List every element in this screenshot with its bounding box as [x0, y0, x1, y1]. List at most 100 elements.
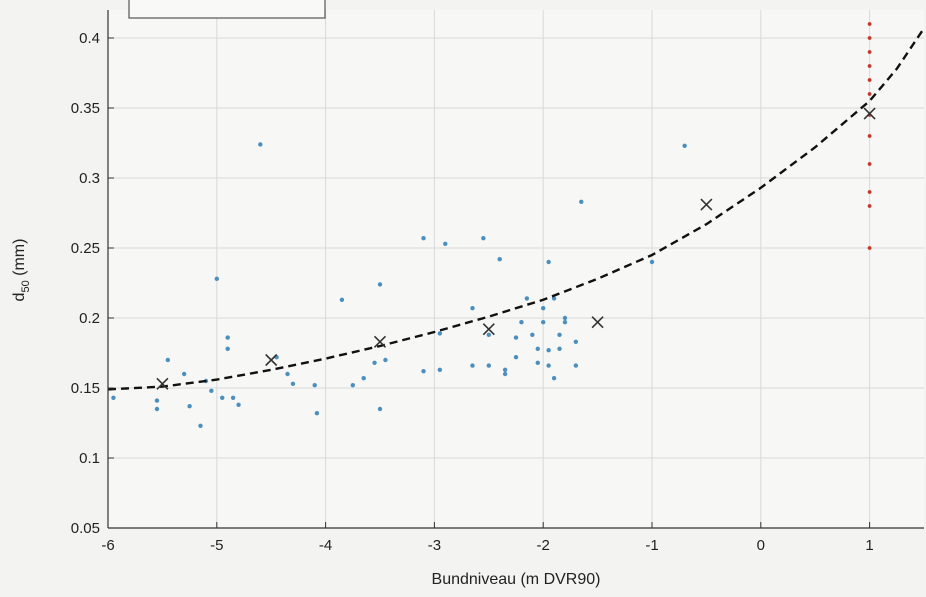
sample-point: [541, 306, 546, 311]
sample-point: [209, 388, 214, 393]
mean-marker: [482, 323, 495, 336]
legend: [128, 0, 326, 19]
sample-point: [377, 282, 383, 287]
y-tick-label: 0.25: [71, 240, 100, 257]
sample-point: [519, 320, 524, 325]
sample-point: [181, 371, 187, 377]
mean-marker: [156, 377, 169, 390]
x-tick-label: 1: [865, 537, 873, 554]
x-tick-label: -5: [210, 537, 223, 554]
sample-point: [535, 346, 540, 351]
sample-point: [513, 355, 519, 360]
sample-point: [562, 320, 568, 325]
y-tick-label: 0.35: [71, 100, 100, 117]
sample-point: [470, 363, 475, 368]
sample-point: [573, 363, 579, 368]
mean-marker: [591, 316, 604, 329]
mean-marker: [700, 198, 713, 211]
sample-point: [111, 395, 116, 400]
sample-point: [258, 142, 263, 147]
level-point: [867, 78, 872, 82]
grid: [107, 10, 924, 529]
sample-point: [377, 406, 383, 412]
x-tick-label: -3: [428, 537, 441, 554]
sample-point: [535, 360, 540, 365]
sample-point: [470, 306, 475, 311]
sample-point: [546, 259, 551, 265]
sample-point: [312, 383, 317, 388]
sample-point: [579, 199, 584, 204]
level-point: [867, 204, 872, 208]
sample-point: [421, 236, 426, 241]
level-point: [867, 22, 872, 26]
x-tick-label: 0: [757, 537, 765, 554]
sample-point: [225, 335, 230, 340]
y-tick-label: 0.15: [71, 380, 100, 397]
level-point: [867, 134, 872, 138]
sample-point: [486, 332, 491, 337]
sample-point: [383, 357, 388, 363]
sample-point: [421, 369, 426, 374]
mean-marker: [265, 353, 278, 367]
sample-point: [290, 381, 296, 386]
x-tick-label: -2: [537, 537, 550, 554]
sample-point: [154, 406, 160, 412]
sample-point: [573, 339, 579, 344]
sample-point: [541, 320, 546, 325]
sample-point: [285, 371, 290, 377]
sample-point: [546, 348, 551, 353]
sample-point: [198, 423, 203, 428]
sample-point: [486, 363, 491, 368]
sample-point: [214, 276, 219, 281]
sample-point: [481, 236, 486, 241]
sample-point: [530, 332, 535, 337]
y-axis-label-subscript: 50: [20, 280, 32, 292]
sample-point: [502, 367, 508, 372]
sample-point: [649, 259, 655, 265]
sample-point: [557, 332, 562, 337]
sample-point: [314, 411, 320, 416]
legend-box: [128, 0, 326, 19]
sample-point: [225, 346, 230, 351]
y-tick-label: 0.4: [79, 30, 100, 47]
sample-point: [220, 395, 225, 400]
data-marks: [107, 22, 925, 428]
sample-point: [502, 371, 508, 377]
y-axis-label: d50 (mm): [11, 239, 32, 302]
mean-marker: [863, 107, 876, 120]
sample-point: [236, 402, 241, 407]
y-tick-label: 0.3: [79, 170, 100, 187]
y-tick-label: 0.2: [79, 310, 100, 327]
fit-curve: [107, 27, 925, 391]
sample-point: [437, 331, 443, 336]
x-axis-label: Bundniveau (m DVR90): [432, 571, 601, 588]
x-tick-label: -4: [319, 537, 332, 554]
level-point: [867, 190, 872, 194]
sample-point: [562, 315, 568, 321]
sample-point: [372, 360, 377, 365]
sample-point: [339, 297, 345, 302]
level-point: [867, 50, 872, 54]
mean-marker: [373, 335, 387, 348]
plot-background: [108, 10, 924, 528]
sample-point: [443, 241, 448, 246]
sample-point: [524, 296, 530, 301]
level-point: [867, 92, 872, 96]
sample-point: [165, 357, 171, 363]
sample-point: [361, 376, 366, 381]
y-axis-label-main: d: [11, 293, 28, 302]
y-tick-label: 0.05: [71, 520, 100, 537]
level-point: [867, 162, 872, 166]
y-axis-label-unit: (mm): [11, 239, 28, 281]
sample-point: [682, 143, 687, 148]
sample-point: [497, 257, 502, 262]
level-point: [867, 246, 872, 250]
sample-point: [437, 367, 443, 372]
sample-point: [551, 376, 557, 381]
sample-point: [546, 363, 551, 368]
axes: -6 -5 -4 -3 -2 -1 0 1 0.05 0.1 0.15 0.2 0.25 0.3 0.35 0…: [71, 10, 924, 554]
sample-point: [557, 346, 562, 351]
y-tick-label: 0.1: [79, 450, 100, 467]
